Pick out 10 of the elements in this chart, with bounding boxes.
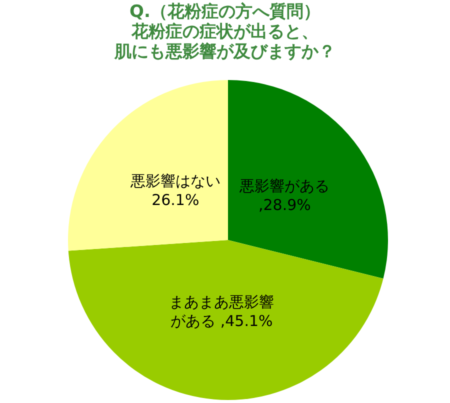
data-label: ,28.9% bbox=[258, 196, 311, 214]
slice-label: 悪影響はない bbox=[130, 172, 220, 190]
pie-slice bbox=[68, 240, 384, 400]
pie-slice bbox=[68, 80, 228, 251]
data-label: 26.1% bbox=[152, 190, 200, 209]
data-label: ,45.1% bbox=[220, 312, 273, 330]
slice-label: 悪影響がある bbox=[240, 176, 330, 195]
chart-subtitle: 花粉症の症状が出ると、肌にも悪影響が及びますか？ bbox=[113, 22, 336, 62]
pie-slice bbox=[228, 80, 388, 279]
chart-title: Q.（花粉症の方へ質問） bbox=[128, 2, 322, 22]
